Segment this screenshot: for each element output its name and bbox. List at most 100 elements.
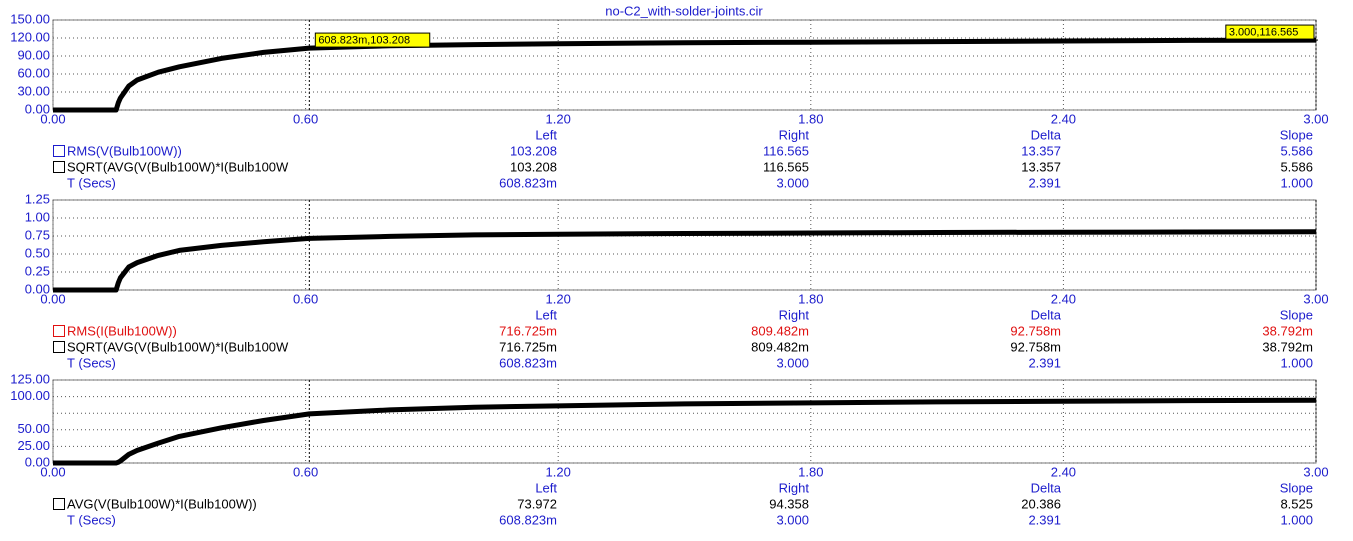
table-header: Right [779, 127, 810, 142]
table-cell: 2.391 [1028, 355, 1061, 370]
row-name: T (Secs) [67, 512, 116, 527]
plot-frame [52, 379, 1317, 464]
series-line [53, 229, 1317, 293]
x-tick-label: 1.80 [798, 464, 823, 479]
y-tick-label: 0.50 [25, 245, 50, 260]
row-name: SQRT(AVG(V(Bulb100W)*I(Bulb100W [67, 159, 289, 174]
y-tick-label: 150.00 [10, 11, 50, 26]
row-checkbox [53, 325, 65, 337]
y-tick-label: 90.00 [17, 47, 50, 62]
x-tick-label: 1.20 [546, 464, 571, 479]
row-checkbox [53, 341, 65, 353]
cursor-label-text: 3.000,116.565 [1229, 26, 1299, 38]
table-cell: 92.758m [1010, 339, 1061, 354]
table-cell: 38.792m [1262, 339, 1313, 354]
series-line [53, 397, 1317, 466]
chart-title: no-C2_with-solder-joints.cir [605, 3, 763, 18]
x-tick-label: 2.40 [1051, 111, 1076, 126]
x-tick-label: 0.60 [293, 464, 318, 479]
row-name: T (Secs) [67, 355, 116, 370]
x-tick-label: 0.00 [40, 111, 65, 126]
table-cell: 3.000 [776, 355, 809, 370]
table-header: Delta [1031, 480, 1062, 495]
table-cell: 716.725m [499, 323, 557, 338]
table-cell: 5.586 [1280, 159, 1313, 174]
x-tick-label: 0.00 [40, 291, 65, 306]
table-cell: 809.482m [751, 323, 809, 338]
table-cell: 2.391 [1028, 512, 1061, 527]
x-tick-label: 3.00 [1303, 464, 1328, 479]
table-header: Left [535, 480, 557, 495]
table-header: Right [779, 307, 810, 322]
row-name: T (Secs) [67, 175, 116, 190]
table-cell: 103.208 [510, 143, 557, 158]
table-cell: 3.000 [776, 175, 809, 190]
x-tick-label: 0.00 [40, 464, 65, 479]
y-tick-label: 0.00 [25, 281, 50, 296]
table-cell: 809.482m [751, 339, 809, 354]
table-cell: 1.000 [1280, 512, 1313, 527]
table-cell: 1.000 [1280, 355, 1313, 370]
table-cell: 2.391 [1028, 175, 1061, 190]
table-header: Slope [1280, 480, 1313, 495]
table-cell: 608.823m [499, 355, 557, 370]
row-name: RMS(I(Bulb100W)) [67, 323, 177, 338]
cursor-label-box [1225, 24, 1315, 40]
y-tick-label: 0.75 [25, 227, 50, 242]
y-tick-label: 0.25 [25, 263, 50, 278]
y-tick-label: 60.00 [17, 65, 50, 80]
table-cell: 92.758m [1010, 323, 1061, 338]
table-cell: 716.725m [499, 339, 557, 354]
table-cell: 3.000 [776, 512, 809, 527]
x-tick-label: 2.40 [1051, 464, 1076, 479]
table-cell: 608.823m [499, 175, 557, 190]
table-cell: 608.823m [499, 512, 557, 527]
table-header: Right [779, 480, 810, 495]
table-header: Slope [1280, 127, 1313, 142]
row-name: SQRT(AVG(V(Bulb100W)*I(Bulb100W [67, 339, 289, 354]
plot-frame [52, 19, 1317, 111]
row-checkbox [53, 161, 65, 173]
cursor-label: 608.823m,103.208 [314, 32, 431, 48]
y-tick-label: 30.00 [17, 83, 50, 98]
x-tick-label: 3.00 [1303, 111, 1328, 126]
cursor-label-box [314, 32, 431, 48]
table-cell: 20.386 [1021, 496, 1061, 511]
x-tick-label: 3.00 [1303, 291, 1328, 306]
x-tick-label: 1.20 [546, 111, 571, 126]
table-cell: 116.565 [763, 143, 809, 158]
y-tick-label: 120.00 [10, 29, 50, 44]
table-cell: 13.357 [1021, 143, 1061, 158]
table-cell: 73.972 [517, 496, 557, 511]
y-tick-label: 1.00 [25, 209, 50, 224]
y-tick-label: 50.00 [17, 421, 50, 436]
y-tick-label: 125.00 [10, 371, 50, 386]
y-tick-label: 0.00 [25, 454, 50, 469]
table-header: Delta [1031, 127, 1062, 142]
cursor-label-text: 608.823m,103.208 [318, 34, 410, 46]
y-tick-label: 1.25 [25, 191, 50, 206]
y-tick-label: 25.00 [17, 438, 50, 453]
x-tick-label: 1.20 [546, 291, 571, 306]
x-tick-label: 0.60 [293, 111, 318, 126]
x-tick-label: 2.40 [1051, 291, 1076, 306]
table-cell: 13.357 [1021, 159, 1061, 174]
row-checkbox [53, 498, 65, 510]
table-cell: 8.525 [1280, 496, 1313, 511]
table-cell: 103.208 [510, 159, 557, 174]
table-header: Left [535, 127, 557, 142]
table-cell: 5.586 [1280, 143, 1313, 158]
table-header: Delta [1031, 307, 1062, 322]
table-cell: 94.358 [769, 496, 809, 511]
row-name: AVG(V(Bulb100W)*I(Bulb100W)) [67, 496, 257, 511]
table-cell: 38.792m [1262, 323, 1313, 338]
y-tick-label: 0.00 [25, 101, 50, 116]
table-cell: 1.000 [1280, 175, 1313, 190]
cursor-label: 3.000,116.565 [1225, 24, 1315, 40]
table-header: Slope [1280, 307, 1313, 322]
x-tick-label: 1.80 [798, 291, 823, 306]
row-checkbox [53, 145, 65, 157]
table-header: Left [535, 307, 557, 322]
series-line [53, 37, 1317, 113]
